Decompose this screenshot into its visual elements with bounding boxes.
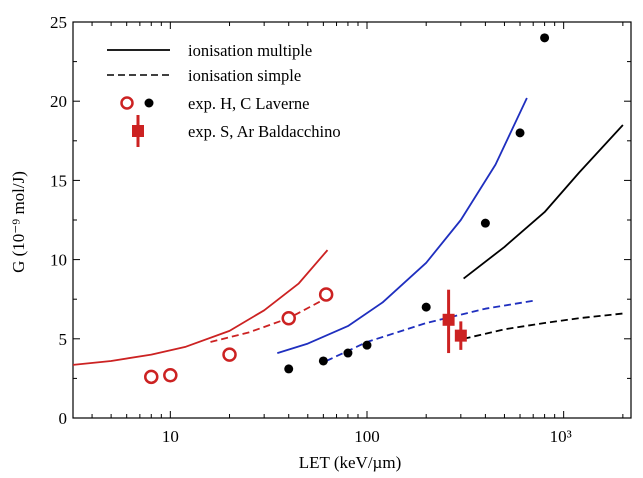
legend-filled-circle-swatch [144,98,154,108]
legend-entry-label: exp. H, C Laverne [188,94,309,113]
x-tick-label: 10 [162,427,179,446]
series-line-simple-5 [463,312,623,340]
legend-entry-label: ionisation simple [188,66,301,85]
laverne-filled-point [362,340,372,350]
laverne-filled-point [540,33,550,43]
y-tick-label: 5 [59,330,68,349]
laverne-filled-point [515,128,525,138]
series-line-simple-1 [210,296,328,343]
laverne-filled-point [480,218,490,228]
baldacchino-point [454,329,467,342]
y-tick-label: 0 [59,409,68,428]
x-axis-label: LET (keV/µm) [299,453,401,472]
laverne-open-point [318,287,334,302]
x-tick-label: 100 [354,427,380,446]
legend-entry-label: exp. S, Ar Baldacchino [188,122,341,141]
baldacchino-point [442,313,455,326]
laverne-filled-point [284,364,294,374]
laverne-filled-point [343,348,353,358]
axis-ticks: 0 5 10 15 20 25 10 100 10³ [50,13,631,446]
series-line-multiple-0 [72,249,329,366]
series-line-multiple-4 [463,124,624,280]
laverne-open-point [163,367,178,383]
laverne-open-point [144,369,159,385]
laverne-open-point [222,347,237,362]
x-tick-label: 10³ [550,427,572,446]
y-tick-label: 10 [50,251,67,270]
laverne-open-point [281,310,296,326]
y-axis-label: G (10⁻⁹ mol/J) [9,171,28,273]
y-tick-label: 15 [50,171,67,190]
legend-entry-label: ionisation multiple [188,41,312,60]
y-tick-label: 25 [50,13,67,32]
legend-open-circle-swatch [120,96,134,110]
laverne-filled-point [318,356,328,366]
laverne-filled-point [421,302,431,312]
series-line-multiple-2 [277,97,528,354]
series-layer [72,97,624,366]
legend-square-swatch [132,125,144,137]
points-layer [144,33,550,385]
legend: ionisation multiple ionisation simple exp.… [107,41,341,147]
y-tick-label: 20 [50,92,67,111]
plot-frame [72,21,632,419]
